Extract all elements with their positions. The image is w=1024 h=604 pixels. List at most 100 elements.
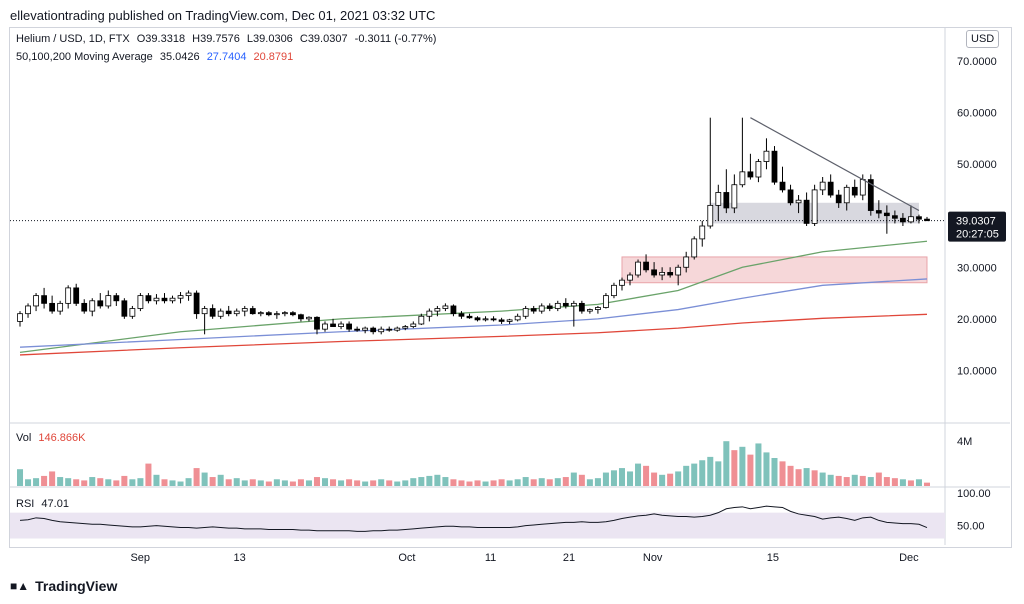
candle-body: [811, 189, 818, 224]
candle-body: [707, 204, 714, 227]
candle-body: [426, 310, 433, 317]
tradingview-logo[interactable]: ■▲ TradingView: [10, 578, 117, 594]
volume-bar: [915, 479, 922, 486]
y-tick-label: 60.0000: [957, 108, 997, 120]
candle-body: [434, 308, 441, 312]
volume-bar: [859, 475, 866, 486]
candle-body: [330, 323, 336, 327]
volume-bar: [169, 480, 176, 486]
candle-body: [442, 305, 449, 309]
candle-body: [209, 308, 216, 317]
candle-body: [498, 319, 505, 322]
candle-body: [643, 261, 649, 271]
volume-bar: [562, 477, 569, 486]
candle-body: [683, 256, 690, 268]
price-badge-value: 39.0307: [956, 216, 996, 228]
publisher-header: ellevationtrading published on TradingVi…: [10, 8, 436, 23]
candle-body: [787, 189, 794, 204]
volume-bar: [249, 479, 256, 486]
volume-bar: [699, 460, 706, 486]
candle-body: [755, 161, 762, 178]
open-value: O39.3318: [136, 33, 186, 45]
candle-body: [522, 308, 529, 317]
volume-bar: [418, 477, 425, 486]
candle-body: [603, 295, 609, 308]
volume-bar: [907, 480, 914, 486]
volume-bar: [659, 474, 666, 486]
candle-body: [611, 284, 617, 297]
candle-body: [113, 295, 120, 302]
volume-bar: [177, 481, 184, 486]
volume-bar: [153, 474, 160, 486]
candle-body: [667, 272, 674, 276]
y-tick-label: 10.0000: [957, 365, 997, 377]
volume-bar: [265, 481, 272, 486]
rsi-tick-label: 50.00: [957, 521, 985, 533]
symbol-label[interactable]: Helium / USD, 1D, FTX: [16, 33, 130, 45]
volume-bar: [923, 482, 930, 486]
volume-bar: [771, 458, 778, 486]
volume-bar: [739, 446, 746, 486]
tradingview-brand: TradingView: [35, 578, 118, 594]
candle-body: [193, 292, 200, 315]
candle-body: [354, 328, 361, 331]
candle-body: [586, 309, 593, 312]
volume-bar: [675, 471, 682, 486]
price-badge-countdown: 20:27:05: [956, 229, 999, 241]
candle-body: [418, 315, 425, 325]
volume-bar: [362, 481, 369, 486]
volume-bar: [426, 475, 433, 486]
volume-bar: [747, 454, 754, 486]
volume-bar: [305, 480, 312, 486]
descending-trendline: [750, 117, 920, 212]
low-value: L39.0306: [246, 33, 293, 45]
candle-body: [17, 313, 23, 322]
candle-body: [490, 318, 497, 321]
volume-bar: [715, 461, 722, 486]
volume-bar: [201, 472, 208, 486]
candle-body: [635, 261, 641, 276]
volume-bar: [651, 472, 658, 486]
candle-body: [322, 323, 328, 330]
candle-body: [659, 272, 666, 276]
candle-body: [675, 266, 682, 276]
currency-button[interactable]: USD: [966, 30, 1000, 48]
volume-bar: [602, 472, 609, 486]
volume-bar: [257, 480, 264, 486]
volume-bar: [522, 477, 529, 486]
volume-bar: [538, 478, 545, 486]
x-tick-label: Dec: [899, 552, 919, 564]
candle-body: [370, 327, 377, 333]
ohlc-legend: Helium / USD, 1D, FTX O39.3318 H39.7576 …: [16, 33, 440, 45]
rsi-label[interactable]: RSI: [16, 498, 35, 510]
moving-average-100: [19, 278, 928, 348]
volume-bar: [346, 479, 353, 486]
volume-bar: [731, 450, 738, 486]
candle-body: [883, 212, 890, 217]
candle-body: [562, 302, 569, 307]
candle-body: [378, 328, 385, 333]
candle-body: [924, 218, 930, 222]
candle-body: [298, 314, 304, 320]
candle-body: [314, 316, 320, 330]
candle-body: [546, 305, 553, 309]
tradingview-mark-icon: ■▲: [10, 579, 30, 593]
candle-body: [410, 323, 417, 327]
volume-bar: [25, 479, 32, 486]
volume-bar: [225, 479, 232, 486]
vol-label[interactable]: Vol: [16, 432, 32, 444]
volume-bar: [667, 473, 674, 486]
candle-body: [257, 312, 264, 315]
candle-body: [875, 210, 882, 214]
candle-body: [41, 295, 47, 304]
y-tick-label: 20.0000: [957, 314, 997, 326]
rsi-legend: RSI 47.01: [16, 498, 73, 510]
volume-bar: [113, 480, 120, 486]
candle-body: [217, 310, 224, 317]
volume-bar: [161, 479, 168, 486]
volume-bar: [273, 479, 280, 486]
candle-body: [466, 315, 473, 319]
volume-bar: [217, 474, 224, 486]
candle-body: [121, 300, 128, 317]
ma-label[interactable]: 50,100,200 Moving Average: [16, 51, 153, 63]
